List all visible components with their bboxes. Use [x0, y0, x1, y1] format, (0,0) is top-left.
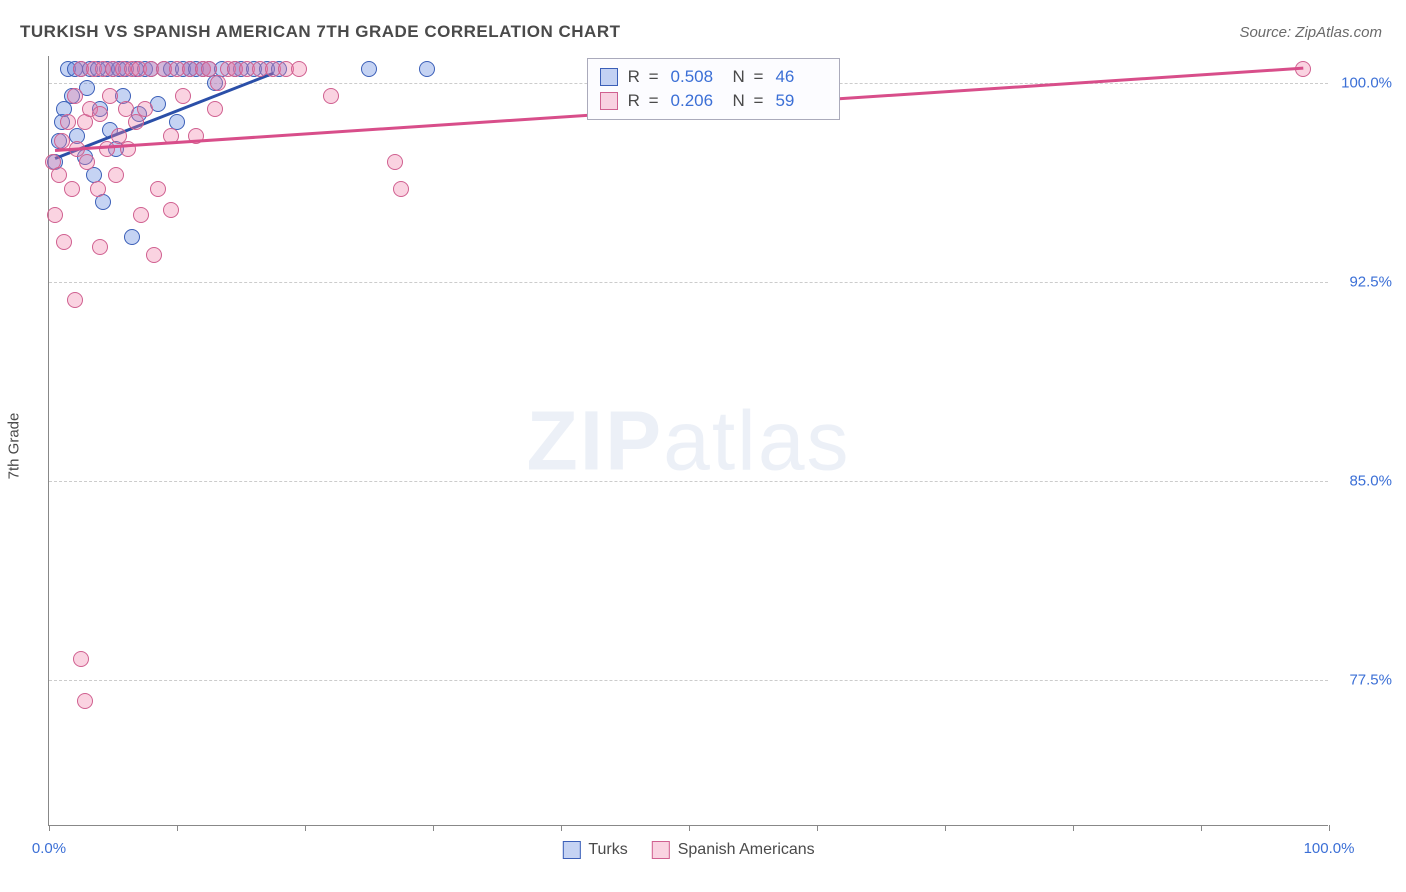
series-swatch	[600, 92, 618, 110]
scatter-point	[108, 167, 124, 183]
scatter-point	[419, 61, 435, 77]
x-tick	[49, 825, 50, 831]
legend-swatch	[652, 841, 670, 859]
stat-n-label: N =	[733, 91, 766, 111]
chart-title: TURKISH VS SPANISH AMERICAN 7TH GRADE CO…	[20, 22, 620, 42]
scatter-point	[73, 651, 89, 667]
scatter-point	[137, 101, 153, 117]
correlation-stat-box: R = 0.508 N = 46 R = 0.206 N = 59	[587, 58, 841, 120]
scatter-point	[387, 154, 403, 170]
stat-r-value: 0.206	[671, 91, 723, 111]
gridline	[49, 282, 1328, 283]
x-tick	[817, 825, 818, 831]
stat-n-value: 59	[775, 91, 827, 111]
plot-area: ZIPatlas 77.5%85.0%92.5%100.0%0.0%100.0%…	[48, 56, 1328, 826]
scatter-point	[102, 88, 118, 104]
scatter-point	[323, 88, 339, 104]
gridline	[49, 481, 1328, 482]
scatter-point	[60, 114, 76, 130]
source-attribution: Source: ZipAtlas.com	[1239, 24, 1382, 41]
scatter-point	[67, 88, 83, 104]
x-tick	[689, 825, 690, 831]
scatter-point	[146, 247, 162, 263]
scatter-point	[175, 88, 191, 104]
scatter-point	[67, 292, 83, 308]
scatter-point	[124, 229, 140, 245]
scatter-point	[77, 693, 93, 709]
legend-item: Spanish Americans	[652, 841, 815, 859]
scatter-point	[54, 133, 70, 149]
legend-label: Spanish Americans	[678, 841, 815, 859]
y-tick-label: 92.5%	[1349, 273, 1392, 290]
scatter-point	[56, 234, 72, 250]
scatter-point	[128, 114, 144, 130]
scatter-point	[79, 154, 95, 170]
stat-row: R = 0.508 N = 46	[600, 65, 828, 89]
scatter-point	[99, 141, 115, 157]
legend-swatch	[562, 841, 580, 859]
scatter-point	[291, 61, 307, 77]
watermark: ZIPatlas	[526, 392, 850, 489]
x-tick	[945, 825, 946, 831]
scatter-point	[361, 61, 377, 77]
x-tick	[177, 825, 178, 831]
scatter-point	[90, 181, 106, 197]
scatter-point	[207, 101, 223, 117]
scatter-point	[210, 75, 226, 91]
scatter-point	[133, 207, 149, 223]
series-swatch	[600, 68, 618, 86]
legend-item: Turks	[562, 841, 627, 859]
x-tick	[1201, 825, 1202, 831]
gridline	[49, 680, 1328, 681]
y-axis-label: 7th Grade	[6, 413, 23, 480]
stat-n-value: 46	[775, 67, 827, 87]
y-tick-label: 100.0%	[1341, 74, 1392, 91]
legend-label: Turks	[588, 841, 627, 859]
x-tick-label: 100.0%	[1304, 840, 1355, 857]
scatter-point	[92, 106, 108, 122]
scatter-point	[51, 167, 67, 183]
stat-r-label: R =	[628, 67, 661, 87]
y-tick-label: 85.0%	[1349, 472, 1392, 489]
x-tick	[1329, 825, 1330, 831]
scatter-point	[163, 202, 179, 218]
stat-n-label: N =	[733, 67, 766, 87]
legend: Turks Spanish Americans	[562, 841, 814, 859]
x-tick	[305, 825, 306, 831]
x-tick	[1073, 825, 1074, 831]
x-tick	[433, 825, 434, 831]
scatter-point	[64, 181, 80, 197]
scatter-point	[393, 181, 409, 197]
x-tick	[561, 825, 562, 831]
scatter-point	[47, 207, 63, 223]
x-tick-label: 0.0%	[32, 840, 66, 857]
stat-row: R = 0.206 N = 59	[600, 89, 828, 113]
stat-r-value: 0.508	[671, 67, 723, 87]
scatter-point	[92, 239, 108, 255]
stat-r-label: R =	[628, 91, 661, 111]
y-tick-label: 77.5%	[1349, 671, 1392, 688]
scatter-point	[150, 181, 166, 197]
